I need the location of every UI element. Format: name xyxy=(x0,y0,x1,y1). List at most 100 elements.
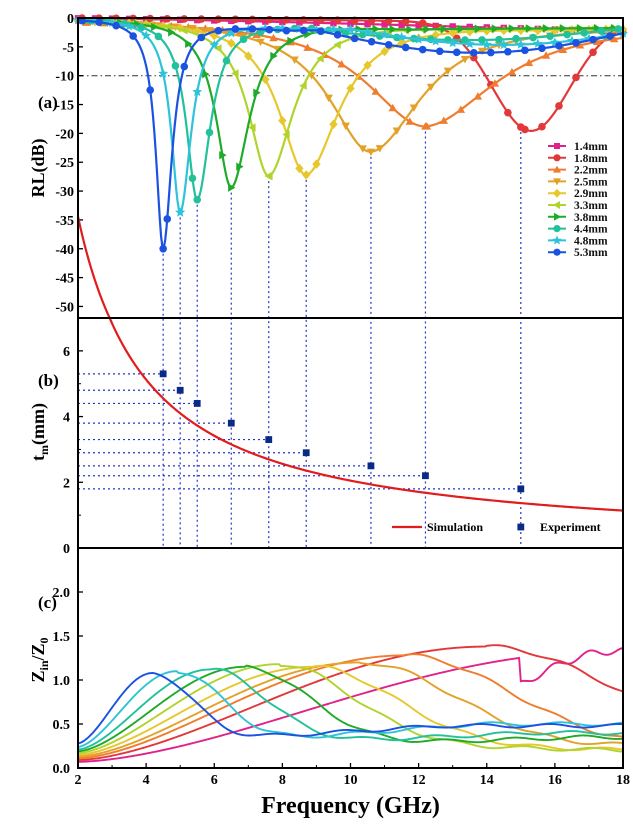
rl-marker-2.2mm xyxy=(609,34,619,43)
rl-marker-5.3mm xyxy=(129,32,137,40)
rl-marker-2.5mm xyxy=(426,83,436,92)
legend-label-2.2mm: 2.2mm xyxy=(574,165,608,177)
rl-marker-5.3mm xyxy=(589,35,597,44)
rl-marker-4.8mm xyxy=(379,29,390,39)
zin-curve-3.8mm xyxy=(77,664,624,753)
experiment-point xyxy=(176,386,184,394)
rl-marker-2.2mm xyxy=(371,87,380,95)
rl-marker-1.4mm xyxy=(296,19,303,26)
rl-marker-3.8mm xyxy=(151,22,159,32)
rl-marker-1.4mm xyxy=(398,21,405,29)
rl-marker-1.8mm xyxy=(248,15,257,24)
rl-marker-4.8mm xyxy=(362,26,373,37)
legend-label-3.3mm: 3.3mm xyxy=(574,200,608,212)
rl-marker-1.8mm xyxy=(231,15,240,24)
rl-marker-3.8mm xyxy=(372,24,380,34)
rl-marker-4.8mm xyxy=(498,39,509,50)
rl-marker-2.9mm xyxy=(380,46,389,57)
rl-marker-2.5mm xyxy=(409,104,419,112)
rl-ytick-label: -15 xyxy=(55,99,74,114)
legend-label-2.9mm: 2.9mm xyxy=(574,188,608,200)
legend-label-1.8mm: 1.8mm xyxy=(574,153,608,165)
rl-marker-1.4mm xyxy=(211,17,218,24)
rl-ytick-label: -35 xyxy=(55,214,74,229)
rl-marker-5.3mm xyxy=(487,48,495,57)
rl-marker-4.8mm xyxy=(209,39,220,50)
rl-marker-1.4mm xyxy=(279,18,286,26)
rl-marker-3.8mm xyxy=(593,24,602,33)
axes-frames xyxy=(77,17,624,769)
rl-marker-5.3mm xyxy=(521,46,529,55)
rl-marker-4.8mm xyxy=(413,34,424,44)
legend-marker-3.3mm xyxy=(553,201,560,209)
legend-experiment-label: Experiment xyxy=(540,520,601,534)
rl-marker-1.4mm xyxy=(364,20,371,28)
rl-marker-3.8mm xyxy=(440,24,449,34)
rl-marker-4.8mm xyxy=(158,68,169,78)
rl-marker-4.4mm xyxy=(478,36,486,44)
x-tick-label: 18 xyxy=(616,773,630,788)
legend-marker-1.8mm xyxy=(553,154,561,162)
rl-marker-4.4mm xyxy=(205,128,214,137)
rl-marker-3.8mm xyxy=(423,25,431,34)
zin-ytick-label: 2.0 xyxy=(53,586,71,601)
rl-marker-1.4mm xyxy=(330,20,337,27)
legend-label-5.3mm: 5.3mm xyxy=(574,247,608,259)
rl-marker-4.4mm xyxy=(239,35,248,44)
rl-marker-1.8mm xyxy=(589,48,597,57)
rl-marker-1.4mm xyxy=(466,23,473,31)
rl-marker-3.8mm xyxy=(270,51,278,61)
rl-marker-4.4mm xyxy=(222,56,231,65)
rl-marker-5.3mm xyxy=(282,26,291,35)
rl-marker-5.3mm xyxy=(163,215,172,223)
rl-marker-2.2mm xyxy=(541,51,551,59)
rl-marker-3.3mm xyxy=(333,40,341,49)
rl-min-marker-4.4mm xyxy=(193,195,202,204)
rl-marker-2.2mm xyxy=(439,116,449,124)
rl-marker-2.5mm xyxy=(256,38,265,47)
guide-lines xyxy=(78,126,522,548)
rl-marker-2.2mm xyxy=(473,92,483,100)
rl-ytick-label: -30 xyxy=(55,185,74,200)
rl-curve-5.3mm xyxy=(77,19,624,249)
rl-ytick-label: -50 xyxy=(55,300,74,315)
rl-marker-4.4mm xyxy=(546,32,554,41)
tm-ytick-label: 0 xyxy=(63,542,70,557)
rl-marker-2.5mm xyxy=(392,127,402,135)
rl-marker-5.3mm xyxy=(435,47,444,56)
rl-marker-3.8mm xyxy=(576,24,585,33)
rl-marker-5.3mm xyxy=(384,40,393,49)
rl-marker-3.8mm xyxy=(457,24,466,34)
rl-marker-4.8mm xyxy=(328,24,339,34)
legend-marker-4.8mm xyxy=(552,235,562,245)
rl-marker-3.8mm xyxy=(219,150,227,160)
rl-marker-2.2mm xyxy=(575,41,585,49)
rl-marker-4.4mm xyxy=(188,174,197,183)
rl-marker-4.8mm xyxy=(447,37,458,48)
rl-ytick-label: -5 xyxy=(62,41,74,56)
rl-marker-2.2mm xyxy=(456,105,466,113)
panel-b-label: (b) xyxy=(38,371,59,390)
rl-marker-4.8mm xyxy=(124,21,135,31)
experiment-point xyxy=(265,436,273,443)
zin-ytick-label: 1.0 xyxy=(53,674,71,689)
rl-marker-3.3mm xyxy=(214,44,222,53)
rl-min-marker-2.2mm xyxy=(421,122,430,130)
rl-min-marker-2.9mm xyxy=(302,170,311,180)
rl-marker-4.4mm xyxy=(137,23,146,32)
rl-marker-1.4mm xyxy=(194,16,201,24)
tm-ytick-label: 6 xyxy=(63,345,70,360)
rl-marker-2.9mm xyxy=(448,28,457,38)
rl-legend: 1.4mm1.8mm2.2mm2.5mm2.9mm3.3mm3.8mm4.4mm… xyxy=(548,141,608,259)
legend-marker-2.5mm xyxy=(553,178,561,186)
experiment-point xyxy=(367,462,375,470)
rl-marker-1.8mm xyxy=(504,108,512,117)
experiment-point xyxy=(227,419,235,427)
rl-series-5.3mm xyxy=(77,16,624,253)
experiment-point xyxy=(517,485,525,493)
rl-marker-5.3mm xyxy=(299,26,308,35)
rl-marker-5.3mm xyxy=(418,45,427,54)
rl-marker-4.8mm xyxy=(481,39,492,49)
rl-marker-4.4mm xyxy=(154,32,163,41)
rl-marker-2.2mm xyxy=(405,117,414,125)
